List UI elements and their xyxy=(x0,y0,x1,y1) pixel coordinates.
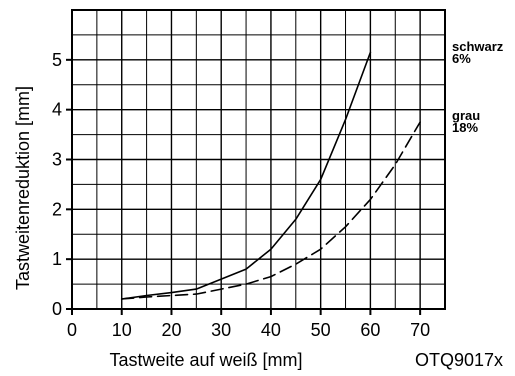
x-tick-label: 10 xyxy=(112,320,132,340)
y-axis-title: Tastweitenreduktion [mm] xyxy=(13,86,33,290)
x-tick-label: 60 xyxy=(360,320,380,340)
grid xyxy=(72,10,445,309)
figure-code: OTQ9017x xyxy=(415,350,503,370)
x-tick-label: 20 xyxy=(161,320,181,340)
series-lines xyxy=(120,51,421,300)
x-tick-label: 40 xyxy=(261,320,281,340)
series-line-schwarz xyxy=(120,51,372,300)
series-label-schwarz-name: schwarz xyxy=(452,39,504,54)
x-tick-labels: 0 10 20 30 40 50 60 70 xyxy=(67,320,430,340)
x-tick-label: 0 xyxy=(67,320,77,340)
y-tick-label: 1 xyxy=(52,249,62,269)
x-tick-label: 70 xyxy=(410,320,430,340)
y-tick-labels: 0 1 2 3 4 5 xyxy=(52,50,62,319)
y-tick-label: 3 xyxy=(52,150,62,170)
y-tick-label: 4 xyxy=(52,100,62,120)
series-line-grau xyxy=(120,121,421,300)
series-label-grau-name: grau xyxy=(452,108,480,123)
x-tick-label: 50 xyxy=(311,320,331,340)
y-tick-label: 0 xyxy=(52,299,62,319)
series-label-schwarz-percent: 6% xyxy=(452,51,471,66)
y-tick-label: 2 xyxy=(52,199,62,219)
series-label-grau-percent: 18% xyxy=(452,120,478,135)
y-tick-label: 5 xyxy=(52,50,62,70)
x-axis-title: Tastweite auf weiß [mm] xyxy=(109,350,302,370)
tick-marks xyxy=(66,58,422,315)
x-tick-label: 30 xyxy=(211,320,231,340)
